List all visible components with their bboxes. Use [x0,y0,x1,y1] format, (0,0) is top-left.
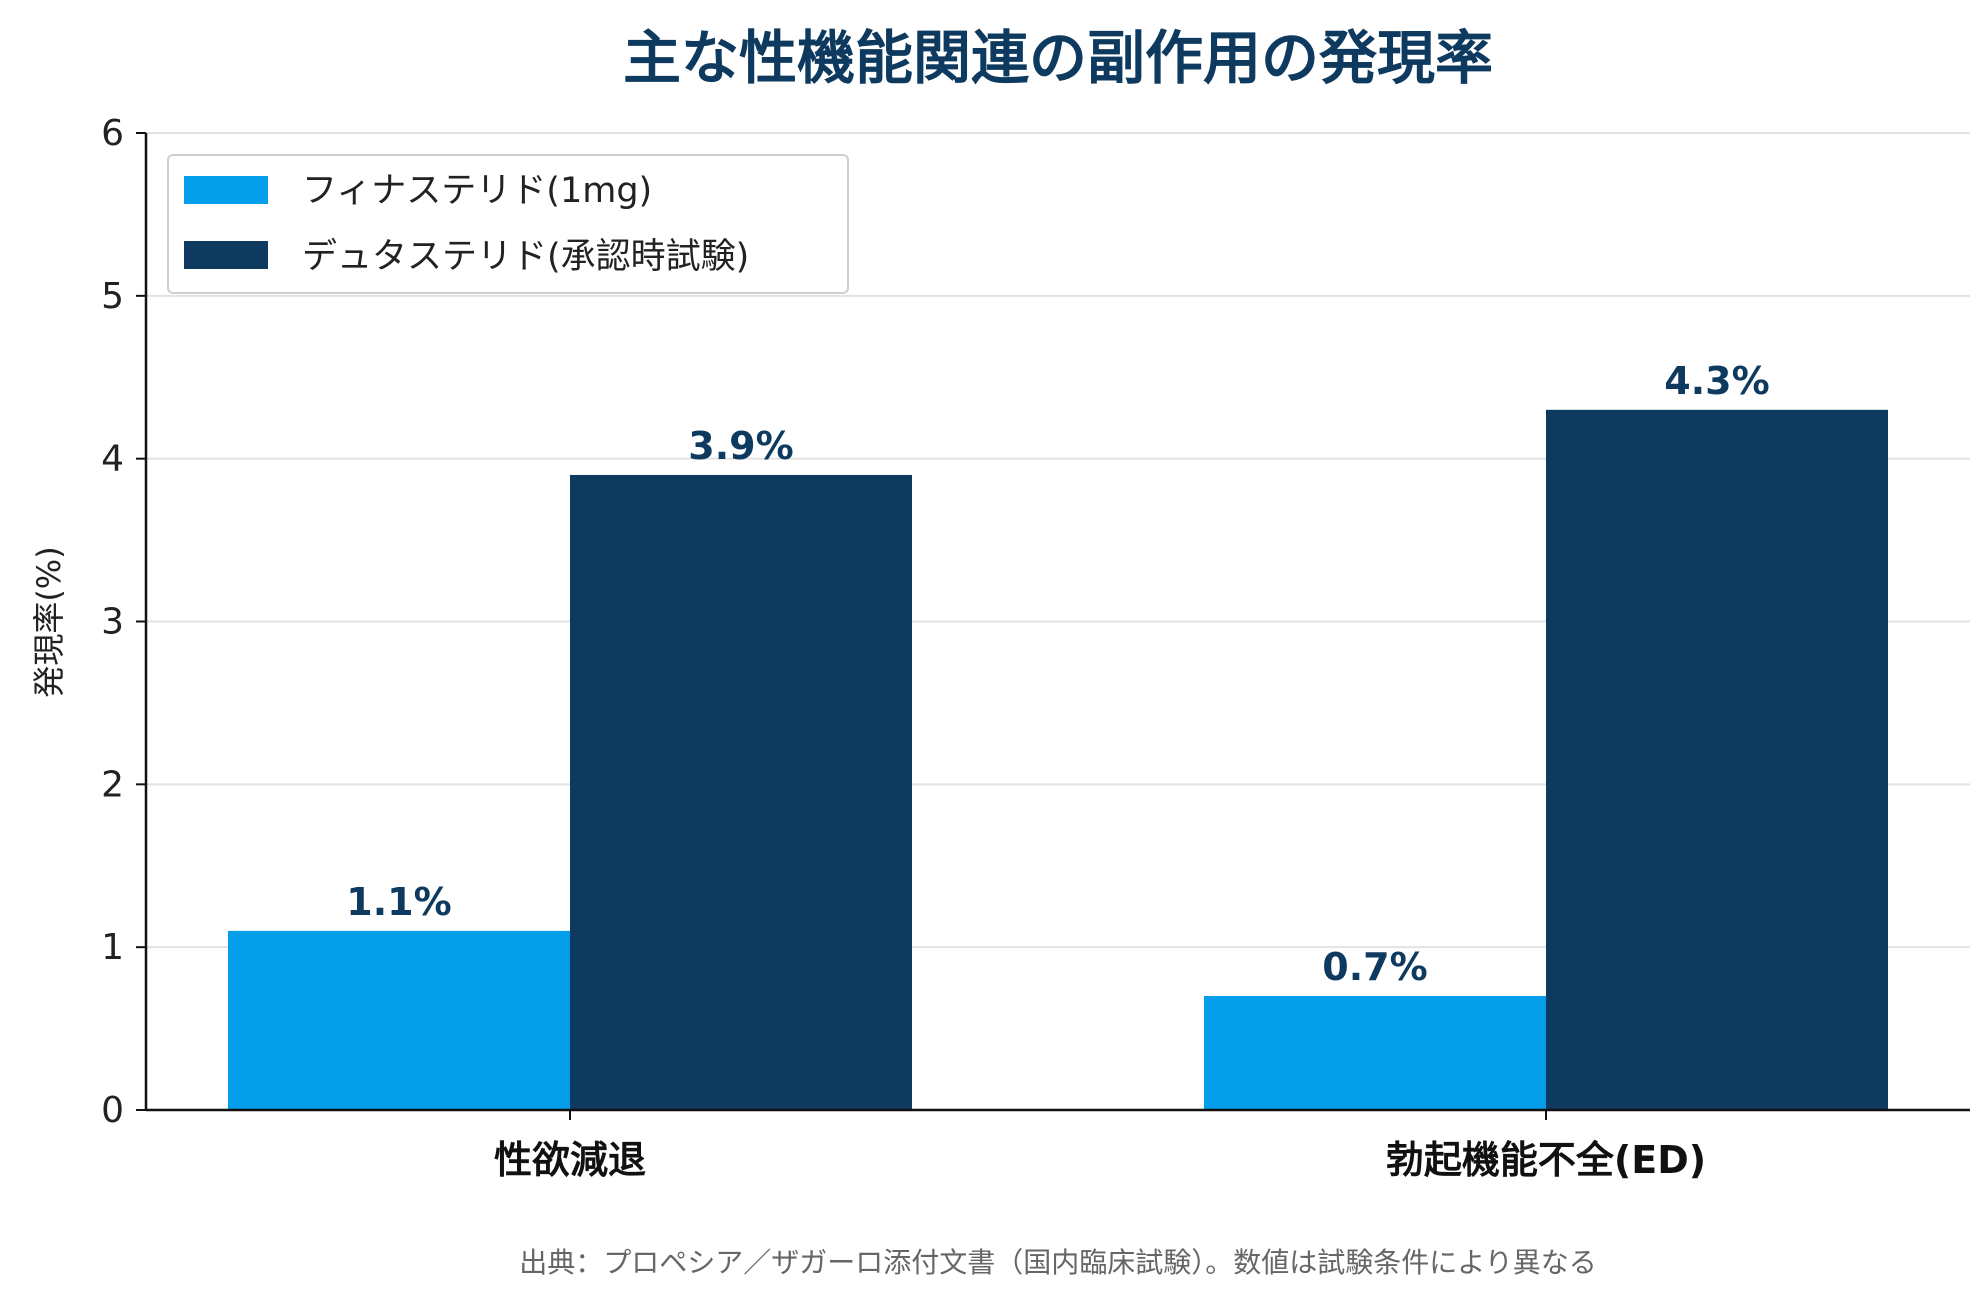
data-label: 3.9% [688,424,793,468]
data-label: 4.3% [1664,359,1769,403]
category-label: 勃起機能不全(ED) [1386,1138,1706,1182]
bar [228,930,570,1110]
data-label: 1.1% [346,880,451,924]
legend-swatch-dutasteride [184,241,268,269]
legend-swatch-finasteride [184,176,268,204]
y-tick-label: 2 [101,764,124,805]
category-label: 性欲減退 [494,1138,646,1182]
y-tick-label: 6 [101,113,124,154]
bars [228,409,1888,1111]
chart-title: 主な性機能関連の副作用の発現率 [623,24,1493,92]
legend-box [167,154,849,294]
legend-label-finasteride: フィナステリド(1mg) [302,171,652,211]
data-label: 0.7% [1322,945,1427,989]
y-axis-label: 発現率(%) [30,546,68,697]
category-labels: 性欲減退 勃起機能不全(ED) [494,1110,1706,1182]
bar [1546,409,1888,1111]
legend-label-dutasteride: デュタステリド(承認時試験) [302,237,749,277]
y-tick-label: 1 [101,927,124,968]
y-tick-label: 5 [101,276,124,317]
bar [570,474,912,1110]
bar [1204,996,1546,1110]
y-ticks: 0 1 2 3 4 5 6 [101,113,146,1131]
source-note: 出典：プロペシア／ザガーロ添付文書（国内臨床試験）。数値は試験条件により異なる [519,1246,1596,1279]
legend: フィナステリド(1mg) デュタステリド(承認時試験) [167,154,849,294]
y-tick-label: 3 [101,602,124,643]
y-tick-label: 0 [101,1090,124,1131]
data-labels: 1.1% 3.9% 0.7% 4.3% [346,359,1769,989]
y-tick-label: 4 [101,439,124,480]
